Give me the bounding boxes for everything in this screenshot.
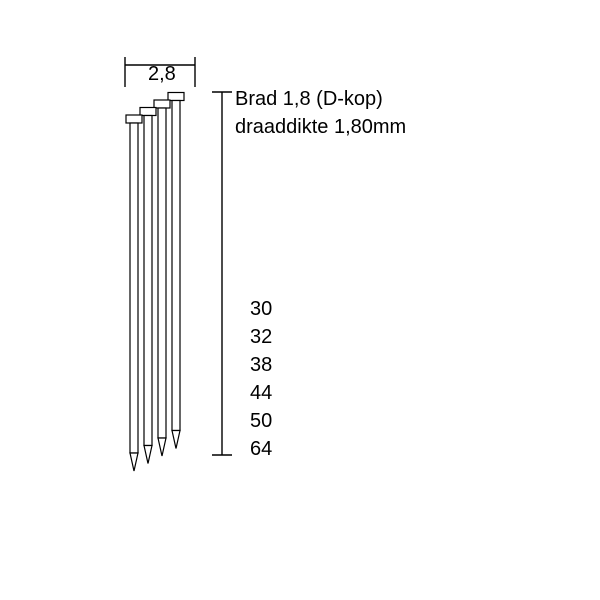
length-value: 38 <box>250 354 272 376</box>
title-line-1: Brad 1,8 (D-kop) <box>235 88 383 110</box>
length-value: 32 <box>250 326 272 348</box>
title-line-2: draaddikte 1,80mm <box>235 116 406 138</box>
brad-diagram: 2,8 Brad 1,8 (D-kop) draaddikte 1,80mm 30 3… <box>0 0 600 600</box>
length-value: 64 <box>250 438 272 460</box>
length-value: 44 <box>250 382 272 404</box>
length-value: 50 <box>250 410 272 432</box>
length-value: 30 <box>250 298 272 320</box>
width-dimension-label: 2,8 <box>148 63 176 85</box>
